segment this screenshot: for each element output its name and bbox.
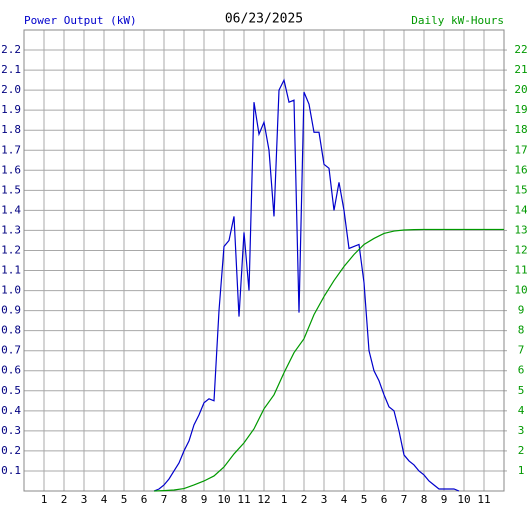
chart-title: 06/23/2025 — [225, 12, 303, 27]
y-tick-label: 2.1 — [1, 63, 21, 76]
y-tick-label: 1.0 — [1, 284, 21, 297]
y2-tick-label: 1 — [518, 464, 525, 477]
y-tick-label: 1.6 — [1, 163, 21, 176]
y2-tick-label: 17 — [514, 143, 527, 156]
series-line — [153, 78, 460, 492]
y-tick-label: 0.6 — [1, 364, 21, 377]
x-tick-label: 11 — [237, 493, 250, 506]
y2-tick-label: 15 — [514, 183, 527, 196]
y-tick-label: 0.1 — [1, 464, 21, 477]
x-tick-label: 4 — [341, 493, 348, 506]
y-tick-label: 1.9 — [1, 103, 21, 116]
y2-tick-label: 18 — [514, 123, 527, 136]
x-tick-label: 1 — [41, 493, 48, 506]
y2-tick-label: 6 — [518, 364, 525, 377]
x-tick-label: 12 — [257, 493, 270, 506]
x-tick-label: 10 — [217, 493, 230, 506]
y2-tick-label: 10 — [514, 284, 527, 297]
y2-tick-label: 2 — [518, 444, 525, 457]
x-tick-label: 10 — [457, 493, 470, 506]
x-tick-label: 2 — [61, 493, 68, 506]
x-tick-label: 9 — [201, 493, 208, 506]
y-tick-label: 0.8 — [1, 324, 21, 337]
y-tick-label: 1.8 — [1, 123, 21, 136]
y-tick-label: 2.2 — [1, 43, 21, 56]
x-tick-label: 11 — [477, 493, 490, 506]
left-axis-title: Power Output (kW) — [24, 14, 137, 27]
y2-tick-label: 5 — [518, 384, 525, 397]
x-tick-label: 5 — [121, 493, 128, 506]
y-tick-label: 0.9 — [1, 304, 21, 317]
x-tick-label: 3 — [321, 493, 328, 506]
y2-tick-label: 12 — [514, 243, 527, 256]
y2-tick-label: 13 — [514, 223, 527, 236]
y2-tick-label: 3 — [518, 424, 525, 437]
x-tick-label: 1 — [281, 493, 288, 506]
y-tick-label: 0.3 — [1, 424, 21, 437]
series-line — [153, 228, 504, 492]
y-tick-label: 0.2 — [1, 444, 21, 457]
y2-tick-label: 8 — [518, 324, 525, 337]
y-tick-label: 1.1 — [1, 264, 21, 277]
y-tick-label: 0.5 — [1, 384, 21, 397]
y2-tick-label: 20 — [514, 83, 527, 96]
x-tick-label: 6 — [381, 493, 388, 506]
y2-tick-label: 21 — [514, 63, 527, 76]
x-tick-label: 4 — [101, 493, 108, 506]
x-tick-label: 7 — [401, 493, 408, 506]
y-tick-label: 1.7 — [1, 143, 21, 156]
y2-tick-label: 22 — [514, 43, 527, 56]
x-tick-label: 6 — [141, 493, 148, 506]
y2-tick-label: 11 — [514, 264, 527, 277]
x-tick-label: 8 — [421, 493, 428, 506]
y-tick-label: 0.7 — [1, 344, 21, 357]
y2-tick-label: 7 — [518, 344, 525, 357]
y-tick-label: 1.5 — [1, 183, 21, 196]
plot-frame — [23, 29, 505, 492]
y-tick-label: 1.2 — [1, 243, 21, 256]
y2-tick-label: 4 — [518, 404, 525, 417]
x-tick-label: 2 — [301, 493, 308, 506]
y2-tick-label: 14 — [514, 203, 527, 216]
x-tick-label: 7 — [161, 493, 168, 506]
y2-tick-label: 9 — [518, 304, 525, 317]
y2-tick-label: 19 — [514, 103, 527, 116]
y-tick-label: 1.3 — [1, 223, 21, 236]
x-tick-label: 3 — [81, 493, 88, 506]
right-axis-title: Daily kW-Hours — [411, 14, 504, 27]
x-tick-label: 8 — [181, 493, 188, 506]
x-tick-label: 5 — [361, 493, 368, 506]
y-tick-label: 1.4 — [1, 203, 21, 216]
x-tick-label: 9 — [441, 493, 448, 506]
y-tick-label: 0.4 — [1, 404, 21, 417]
y-tick-label: 2.0 — [1, 83, 21, 96]
y2-tick-label: 16 — [514, 163, 527, 176]
